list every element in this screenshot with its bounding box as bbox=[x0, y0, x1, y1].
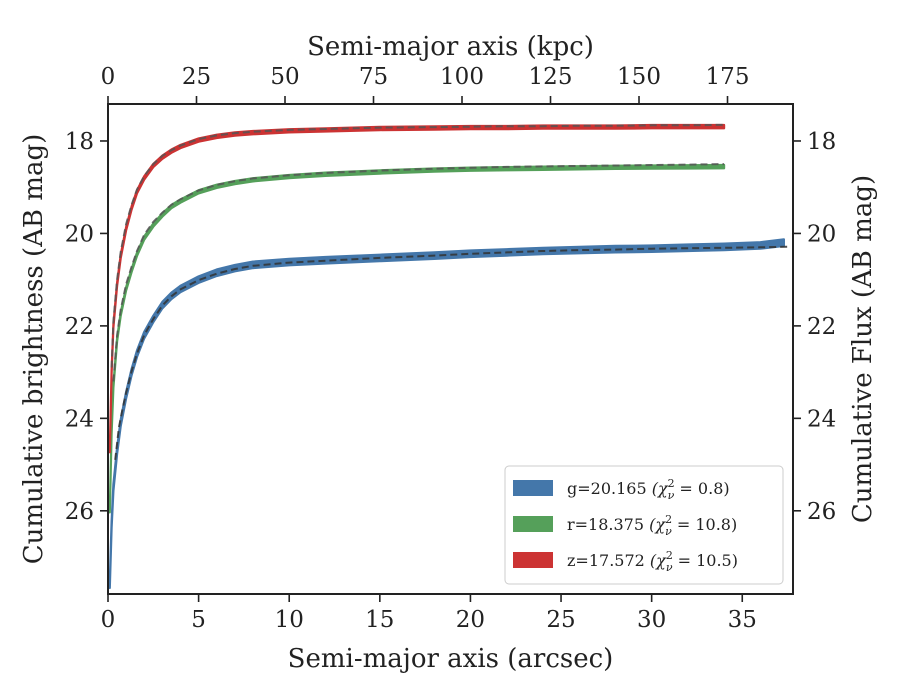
x-tick-label: 0 bbox=[101, 607, 116, 633]
y-tick-label: 20 bbox=[65, 221, 94, 247]
top-x-tick-label: 0 bbox=[101, 64, 116, 90]
top-x-tick-label: 125 bbox=[529, 64, 573, 90]
model-line-0 bbox=[114, 245, 788, 461]
top-x-tick-label: 75 bbox=[359, 64, 388, 90]
top-x-tick-label: 175 bbox=[706, 64, 750, 90]
model-line-1 bbox=[112, 163, 725, 382]
y-tick-label: 24 bbox=[65, 406, 94, 432]
y-tick-label: 22 bbox=[65, 314, 94, 340]
top-x-tick-label: 150 bbox=[617, 64, 661, 90]
x-tick-label: 20 bbox=[456, 607, 485, 633]
legend-swatch bbox=[513, 516, 553, 532]
ticks-layer: 0 5 10 15 20 25 30 35 0 25 50 75 100 125 150 175 18 20 22 2… bbox=[65, 64, 837, 633]
right-y-tick-label: 18 bbox=[807, 129, 836, 155]
x-tick-label: 35 bbox=[728, 607, 757, 633]
y-tick-label: 18 bbox=[65, 129, 94, 155]
plot-frame bbox=[107, 103, 794, 595]
plot-layer bbox=[108, 123, 788, 590]
top-x-tick-label: 25 bbox=[182, 64, 211, 90]
y-tick-label: 26 bbox=[65, 499, 94, 525]
top-x-axis-label: Semi-major axis (kpc) bbox=[307, 32, 594, 62]
right-y-axis-label: Cumulative Flux (AB mag) bbox=[848, 175, 878, 523]
series-band-2 bbox=[108, 123, 726, 454]
legend: g=20.165 (χ2 ν = 0.8) r=18.375 (χ2 ν = 10.8… bbox=[504, 465, 784, 585]
top-x-tick-label: 100 bbox=[440, 64, 484, 90]
x-tick-label: 25 bbox=[546, 607, 575, 633]
x-axis-label: Semi-major axis (arcsec) bbox=[288, 644, 614, 674]
legend-entry: r=18.375 (χ2 ν = 10.8) bbox=[567, 513, 737, 538]
x-tick-label: 15 bbox=[365, 607, 394, 633]
x-tick-label: 10 bbox=[275, 607, 304, 633]
x-tick-label: 5 bbox=[191, 607, 206, 633]
right-y-tick-label: 20 bbox=[807, 221, 836, 247]
right-y-tick-label: 26 bbox=[807, 499, 836, 525]
series-band-1 bbox=[108, 163, 726, 514]
legend-entry: z=17.572 (χ2 ν = 10.5) bbox=[567, 549, 738, 574]
right-y-tick-label: 22 bbox=[807, 314, 836, 340]
legend-swatch bbox=[513, 480, 553, 496]
model-line-2 bbox=[110, 123, 725, 368]
x-tick-label: 30 bbox=[637, 607, 666, 633]
legend-box bbox=[504, 465, 784, 585]
y-axis-label: Cumulative brightness (AB mag) bbox=[19, 134, 49, 565]
legend-entry: g=20.165 (χ2 ν = 0.8) bbox=[567, 477, 730, 502]
legend-swatch bbox=[513, 552, 553, 568]
right-y-tick-label: 24 bbox=[807, 406, 836, 432]
top-x-tick-label: 50 bbox=[270, 64, 299, 90]
